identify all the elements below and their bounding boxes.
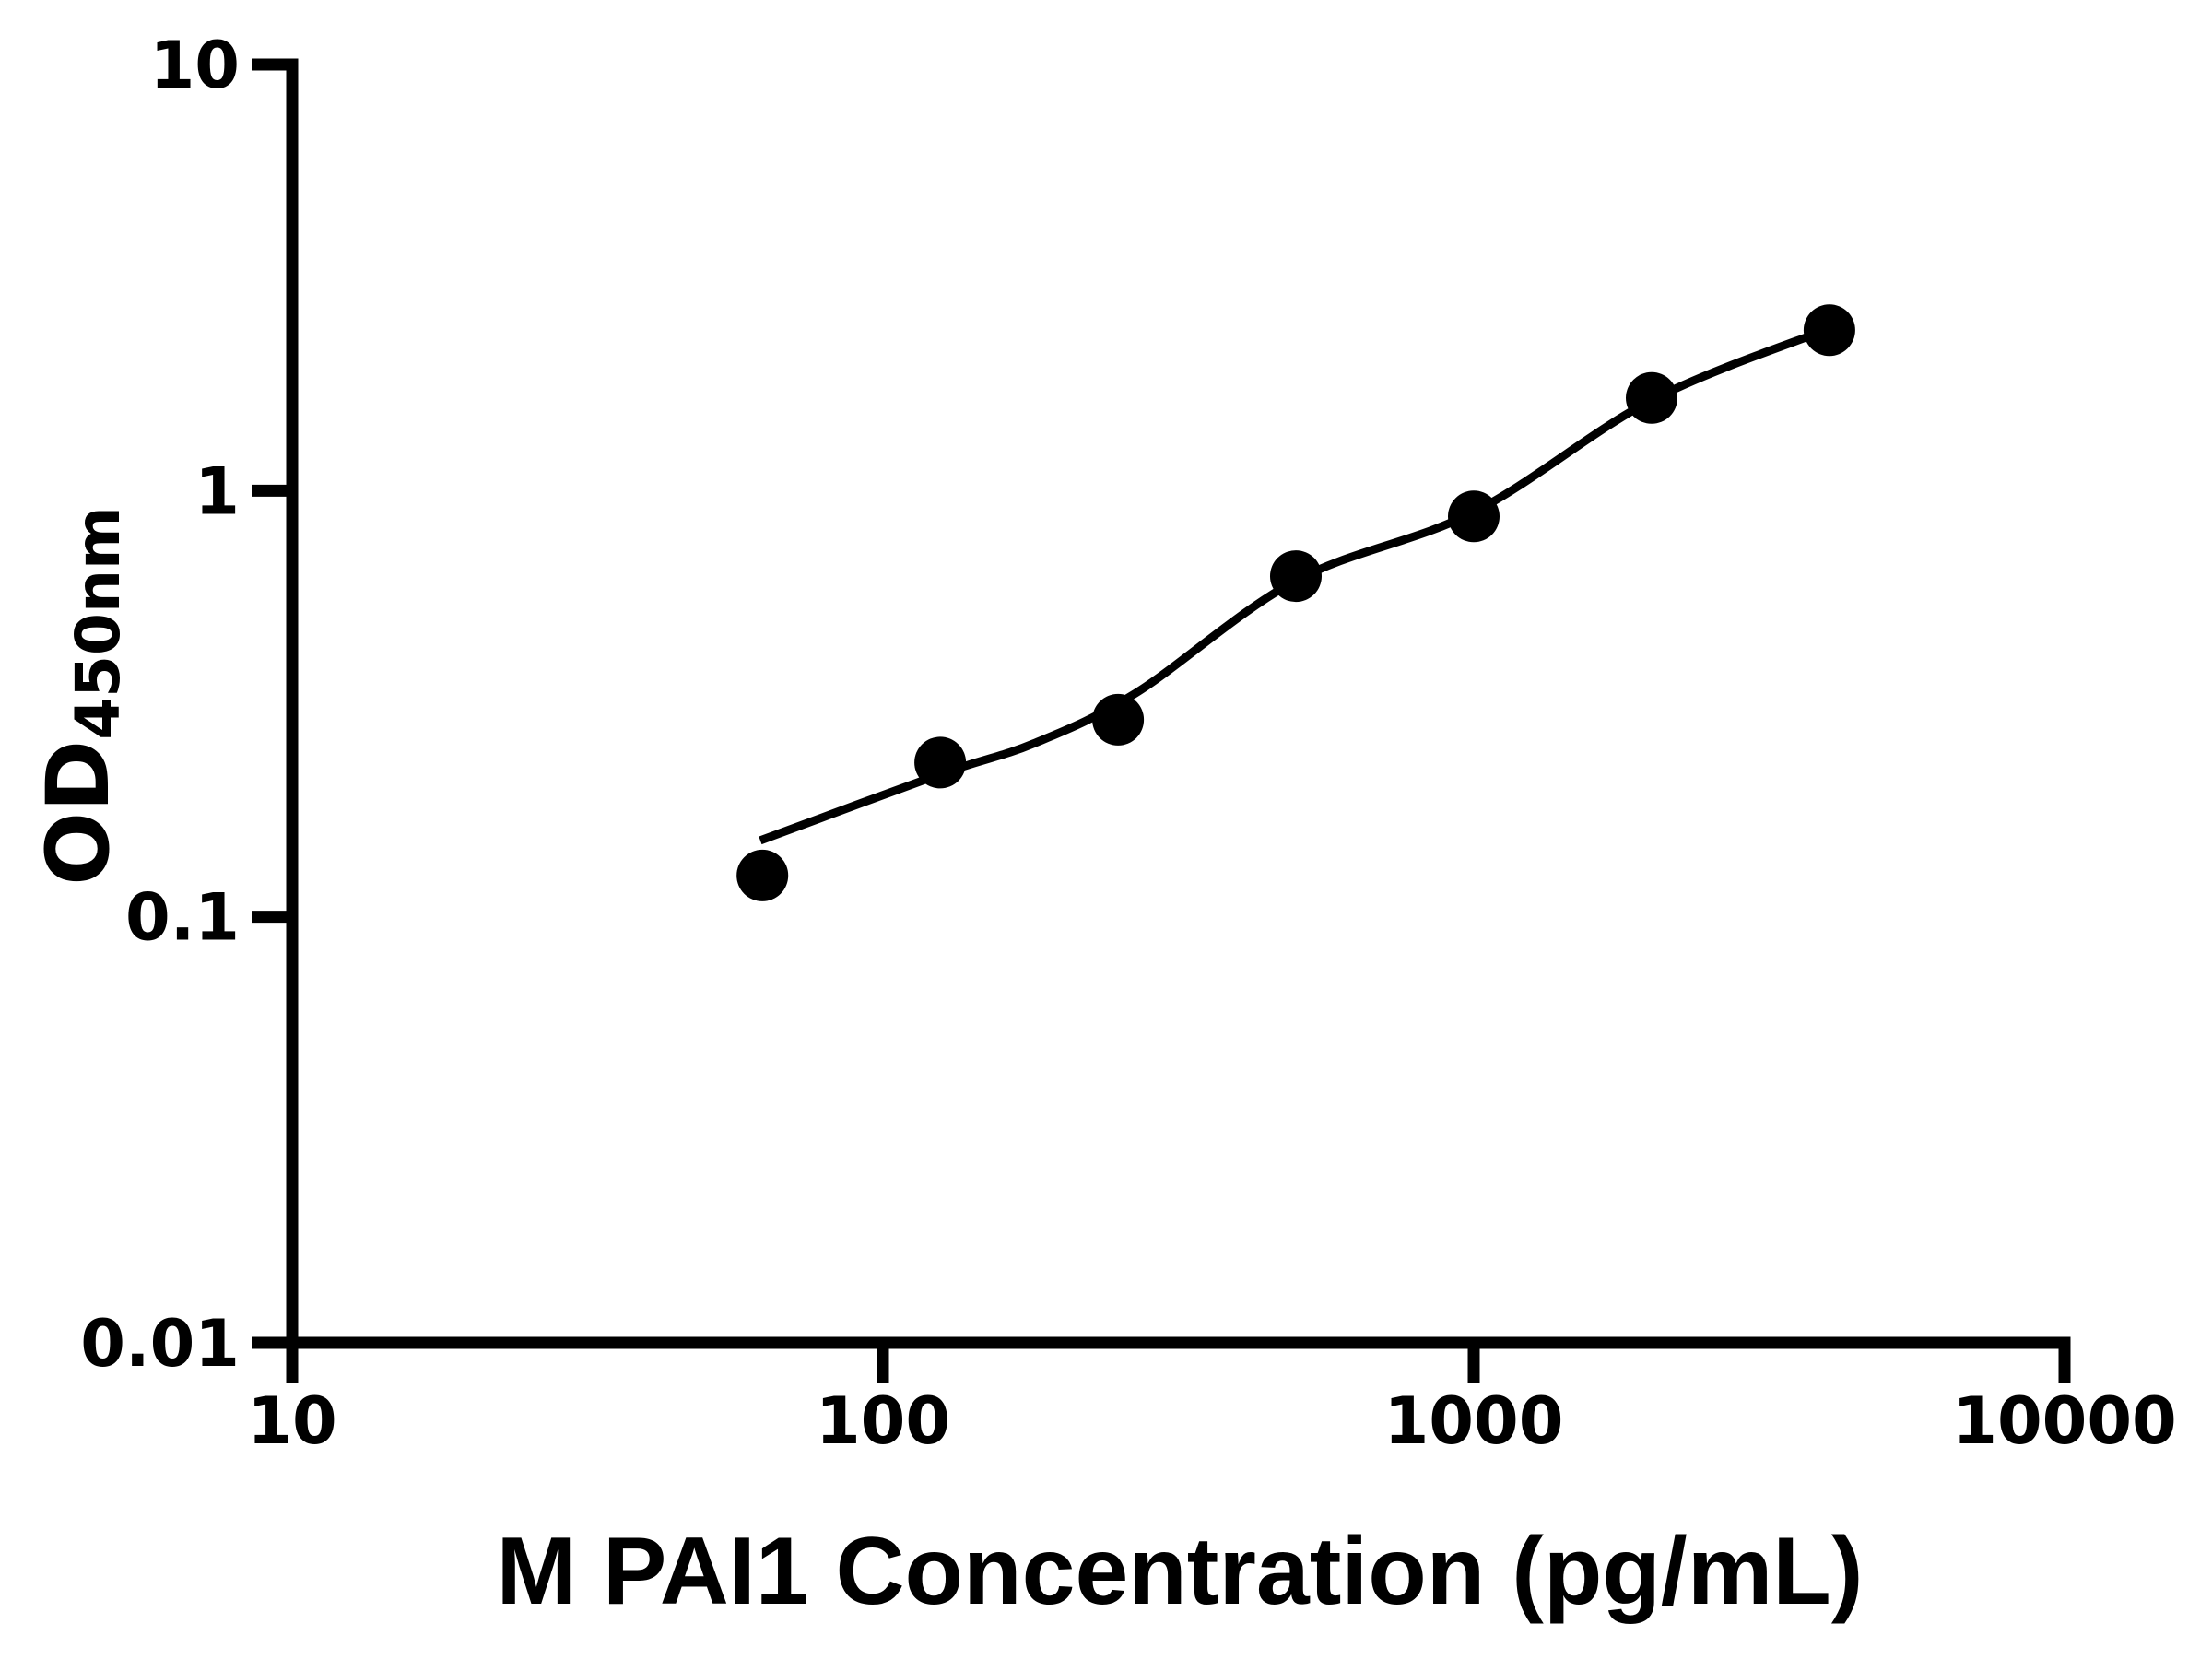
y-axis-ticks [252,58,292,1349]
y-axis-title: OD450nm [29,506,134,885]
y-tick-label: 1 [194,453,240,529]
y-tick-label: 0.01 [80,1306,240,1382]
data-point [1626,371,1677,424]
y-tick-label: 0.1 [125,880,240,956]
y-axis-tick-labels: 10 1 0.1 0.01 [80,28,240,1382]
x-tick-label: 10 [247,1383,336,1459]
axes [252,58,2071,1383]
y-tick-label: 10 [150,28,240,103]
data-point [1448,490,1500,543]
x-axis-ticks [286,1343,2071,1383]
y-axis-title-subscript: 450nm [63,506,134,740]
data-points [736,304,1855,901]
x-tick-label: 100 [816,1383,950,1459]
x-tick-label: 1000 [1384,1383,1564,1459]
x-axis-title: M PAI1 Concentration (pg/mL) [497,1518,1864,1625]
x-axis-tick-labels: 10 100 1000 10000 [247,1383,2176,1459]
data-point [914,736,967,789]
data-point [736,849,789,901]
data-point [1092,693,1145,746]
data-point [1803,304,1855,357]
y-axis-title-base: OD [29,740,129,886]
data-point [1270,550,1322,603]
x-tick-label: 10000 [1952,1383,2177,1459]
